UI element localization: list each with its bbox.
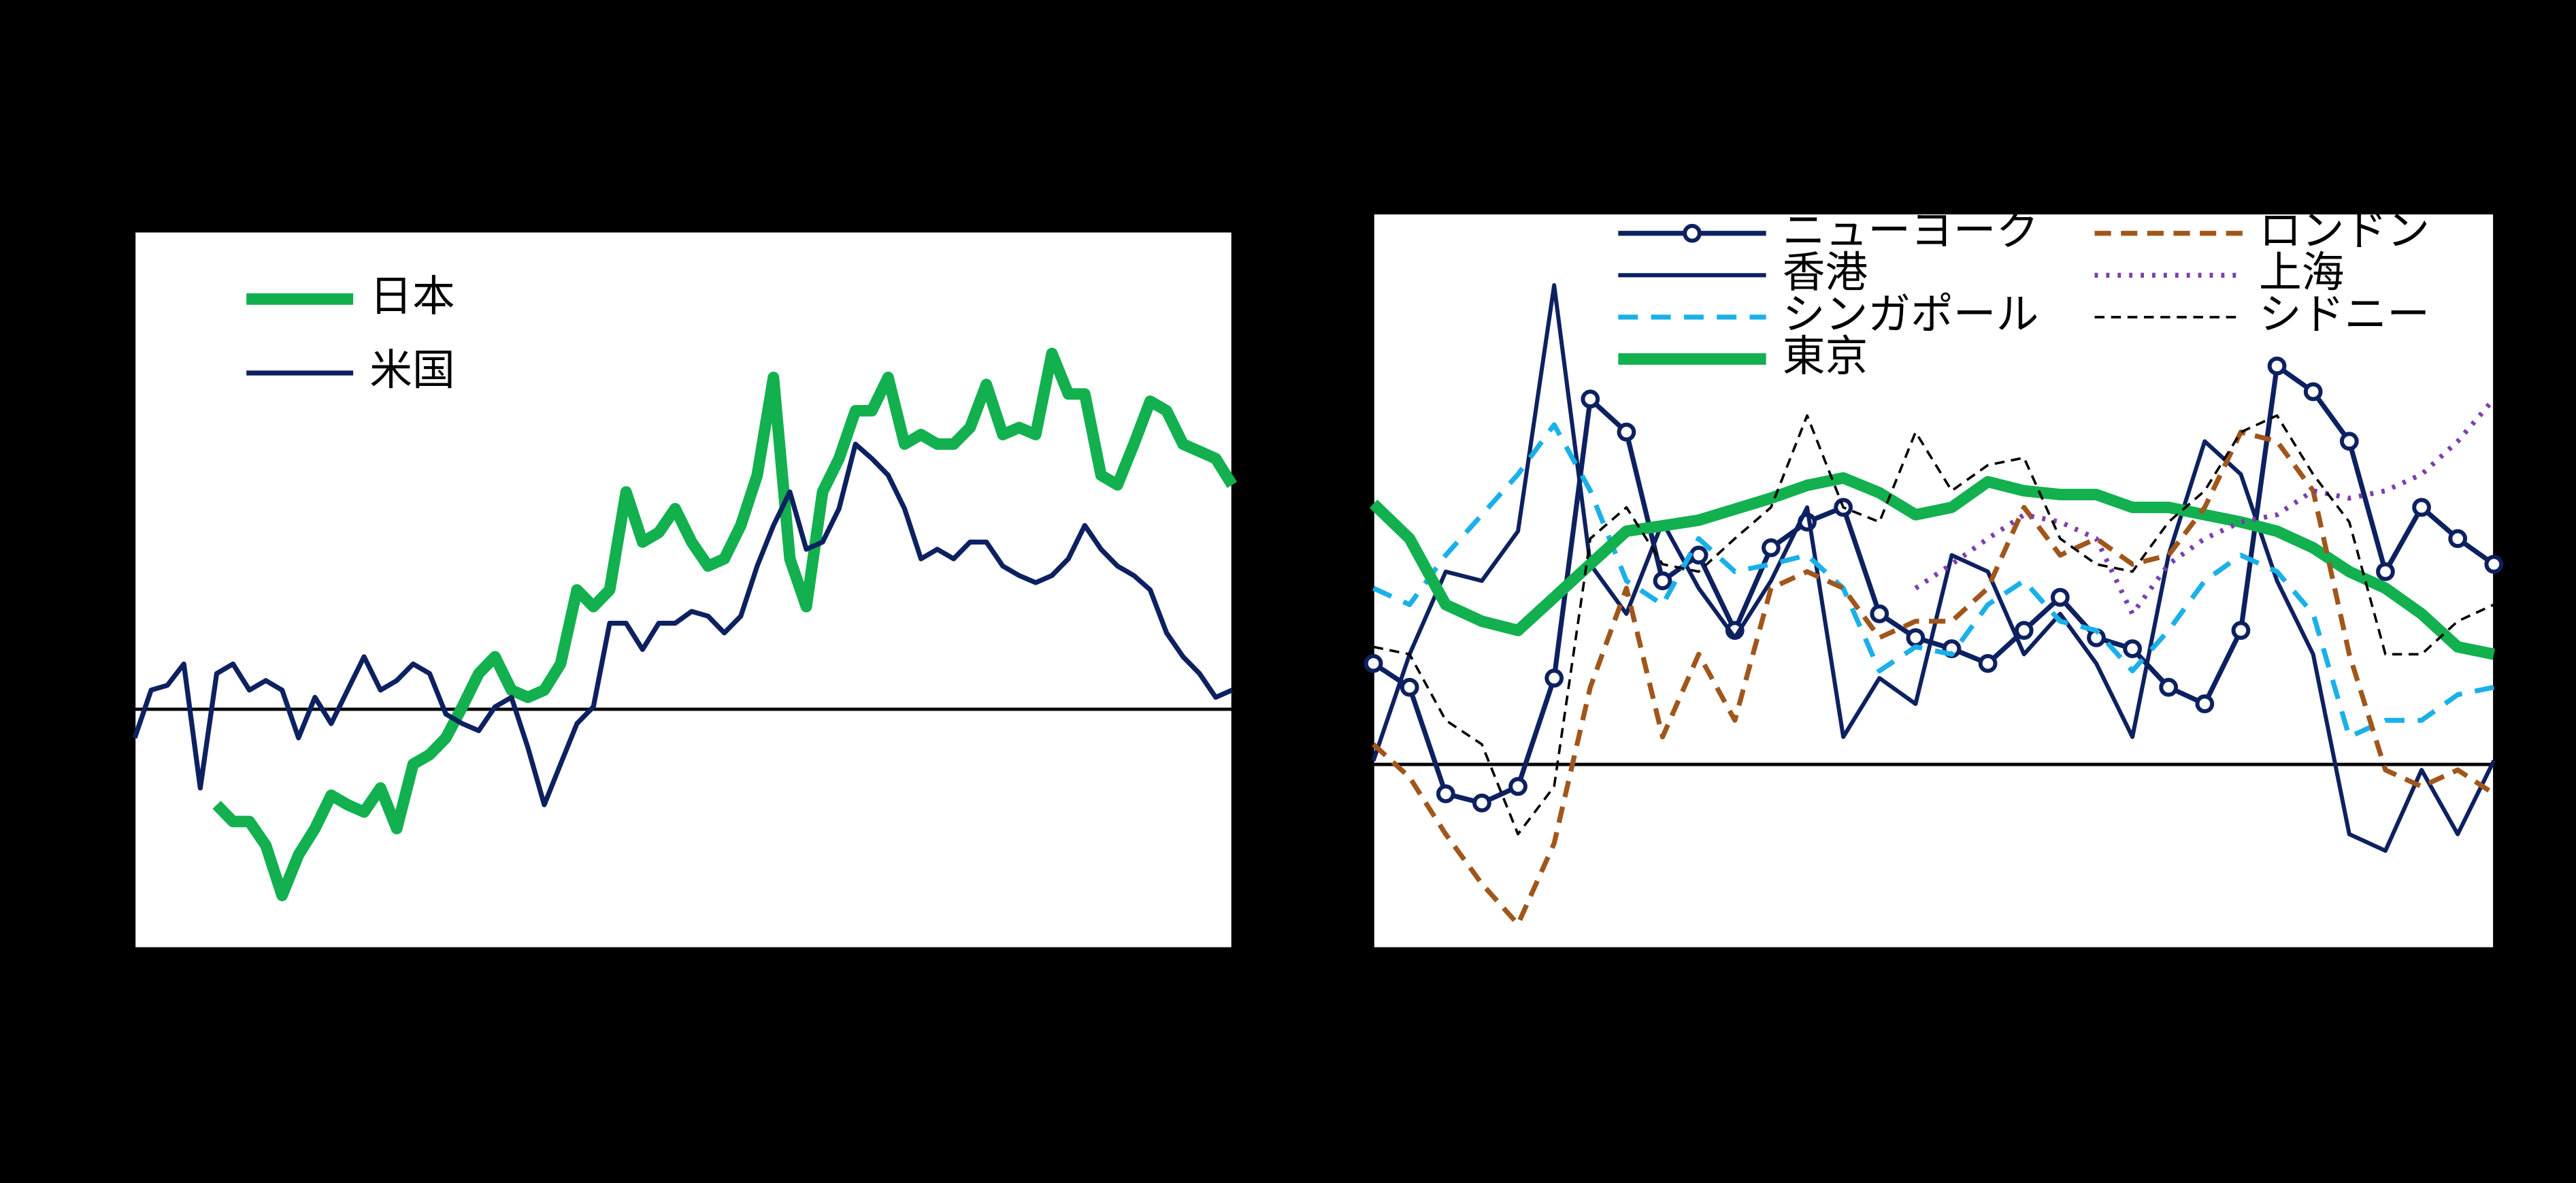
legend-label: ニューヨーク bbox=[1783, 206, 2039, 255]
point bbox=[2339, 432, 2359, 451]
legend-label: シンガポール bbox=[1783, 289, 2039, 339]
legend-label: 米国 bbox=[369, 345, 455, 395]
point bbox=[1581, 389, 1600, 409]
point bbox=[2231, 621, 2251, 641]
point bbox=[1906, 628, 1926, 647]
y-tick-label: 0 bbox=[95, 681, 122, 731]
point bbox=[1436, 784, 1455, 804]
series-line bbox=[132, 441, 1234, 807]
point bbox=[1653, 571, 1672, 591]
series-line bbox=[1372, 430, 2496, 927]
legend-label: 上海 bbox=[2259, 247, 2345, 297]
series-line bbox=[1914, 397, 2496, 617]
point bbox=[2303, 382, 2323, 402]
point bbox=[2484, 555, 2504, 574]
point bbox=[1472, 793, 1491, 813]
point bbox=[2448, 529, 2468, 549]
point bbox=[2412, 498, 2431, 517]
point bbox=[1617, 422, 1636, 442]
legend-marker bbox=[1683, 223, 1702, 243]
point bbox=[2195, 694, 2215, 713]
legend-label: 香港 bbox=[1783, 247, 1868, 297]
plot-area bbox=[1372, 212, 2495, 950]
point bbox=[2267, 356, 2287, 376]
point bbox=[1364, 653, 1383, 673]
point bbox=[1761, 538, 1781, 557]
legend-label: シドニー bbox=[2259, 289, 2430, 339]
point bbox=[1400, 677, 1419, 697]
series-line bbox=[1373, 414, 2495, 836]
y-tick-label: 0 bbox=[1333, 736, 1360, 786]
point bbox=[1870, 604, 1889, 623]
series-line bbox=[1369, 472, 2495, 660]
point bbox=[2376, 562, 2395, 581]
point bbox=[2159, 677, 2179, 697]
legend-label: 東京 bbox=[1783, 331, 1868, 381]
point bbox=[1689, 545, 1708, 565]
point bbox=[1508, 777, 1528, 796]
legend-label: 日本 bbox=[369, 271, 455, 321]
point bbox=[2050, 587, 2070, 607]
point bbox=[1978, 653, 1998, 673]
series-line bbox=[212, 347, 1238, 902]
plot-area bbox=[133, 231, 1234, 950]
point bbox=[2014, 621, 2034, 641]
point bbox=[1545, 668, 1564, 688]
series-line bbox=[1371, 283, 2496, 853]
point bbox=[2123, 639, 2142, 658]
legend-label: ロンドン bbox=[2259, 206, 2430, 255]
